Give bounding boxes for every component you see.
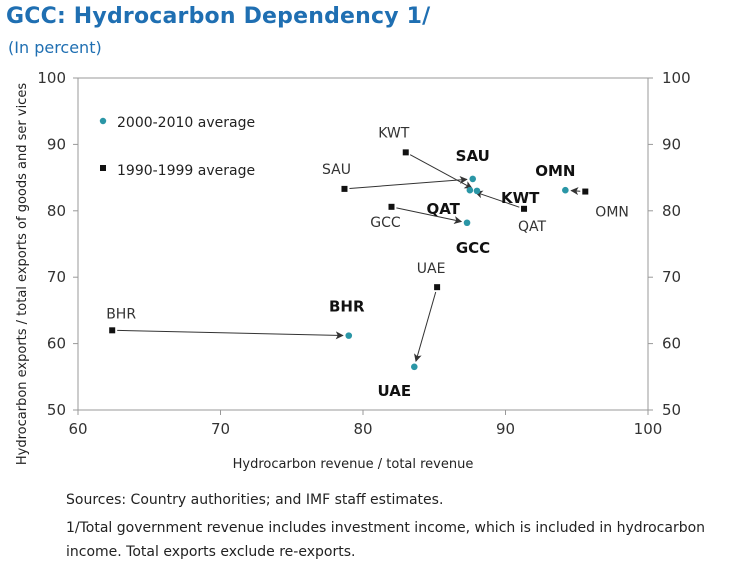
y-tick-label-right: 100 (662, 69, 691, 87)
arrow-bhr (117, 329, 344, 340)
label-1990s-bhr: BHR (106, 306, 136, 322)
point-1990s-kwt (402, 149, 409, 156)
label-1990s-omn: OMN (595, 205, 629, 221)
y-tick-label-right: 90 (662, 135, 681, 153)
legend-marker-1990-1999 (100, 165, 106, 171)
y-tick-label-right: 60 (662, 335, 681, 353)
x-tick-label: 90 (496, 420, 515, 438)
point-2000s-sau (469, 175, 477, 183)
x-tick-label: 100 (634, 420, 663, 438)
label-2000s-qat: QAT (426, 200, 460, 218)
point-2000s-uae (411, 363, 418, 371)
y-tick-label-right: 70 (662, 268, 681, 286)
label-2000s-bhr: BHR (329, 298, 365, 316)
y-tick-label-right: 80 (662, 202, 681, 220)
legend-marker-2000-2010 (99, 117, 107, 125)
label-2000s-kwt: KWT (501, 189, 540, 207)
sources-note: Sources: Country authorities; and IMF st… (66, 492, 444, 508)
x-tick-label: 70 (211, 420, 230, 438)
chart-title: GCC: Hydrocarbon Dependency 1/ (6, 4, 431, 29)
y-axis-label: Hydrocarbon exports / total exports of g… (15, 83, 30, 465)
label-1990s-uae: UAE (417, 261, 446, 277)
y-tick-label: 70 (47, 268, 66, 286)
point-1990s-omn (582, 188, 589, 195)
y-tick-label: 90 (47, 135, 66, 153)
arrow-omn (570, 187, 581, 196)
y-tick-label: 50 (47, 401, 66, 419)
arrow-sau (349, 175, 468, 189)
point-2000s-gcc (463, 219, 471, 227)
y-tick-label: 60 (47, 335, 66, 353)
label-1990s-qat: QAT (518, 219, 547, 235)
point-2000s-qat (466, 186, 474, 194)
point-1990s-uae (434, 284, 441, 291)
y-tick-label-right: 50 (662, 401, 681, 419)
x-tick-label: 60 (68, 420, 87, 438)
y-tick-label: 100 (37, 69, 66, 87)
footnote: 1/Total government revenue includes inve… (66, 520, 706, 560)
x-tick-label: 80 (353, 420, 372, 438)
label-2000s-sau: SAU (456, 147, 490, 165)
y-tick-label: 80 (47, 202, 66, 220)
label-2000s-uae: UAE (378, 382, 412, 400)
label-2000s-omn: OMN (535, 162, 575, 180)
arrow-qat (474, 190, 520, 208)
x-axis-label: Hydrocarbon revenue / total revenue (233, 457, 474, 472)
label-1990s-gcc: GCC (370, 215, 401, 231)
label-2000s-gcc: GCC (456, 239, 490, 257)
point-1990s-qat (521, 205, 528, 212)
point-2000s-bhr (345, 332, 353, 339)
label-1990s-kwt: KWT (378, 125, 410, 141)
point-1990s-bhr (109, 327, 116, 334)
point-2000s-kwt (473, 187, 481, 195)
legend-label-1990-1999: 1990-1999 average (117, 163, 255, 179)
arrow-uae (414, 291, 437, 363)
point-1990s-gcc (388, 203, 395, 210)
point-1990s-sau (341, 185, 348, 192)
point-2000s-omn (562, 186, 569, 194)
legend-label-2000-2010: 2000-2010 average (117, 115, 255, 131)
arrow-gcc (396, 207, 463, 224)
chart-subtitle: (In percent) (8, 38, 102, 57)
label-1990s-sau: SAU (322, 162, 351, 178)
